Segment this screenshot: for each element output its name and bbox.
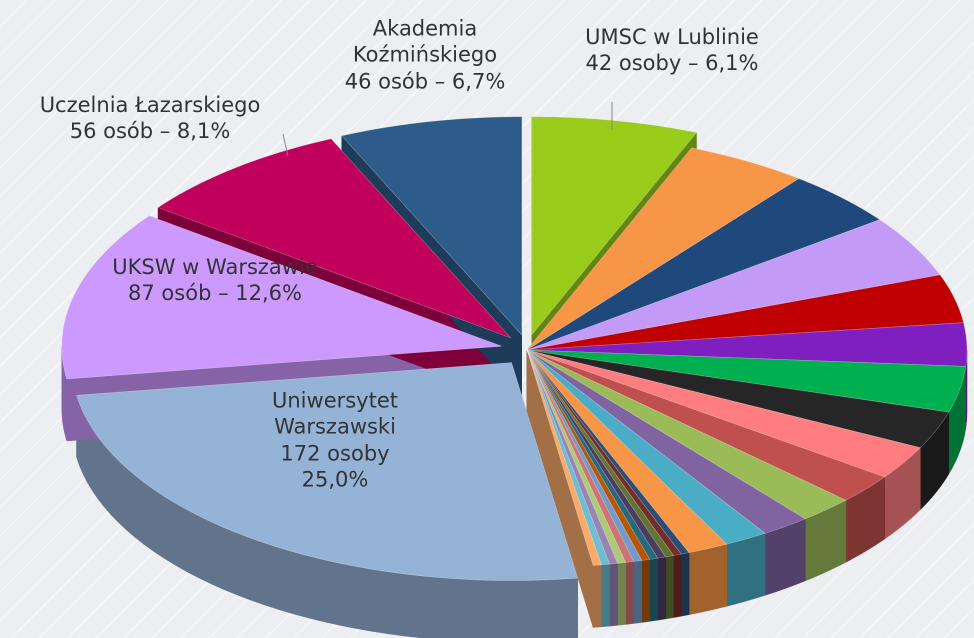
slice [157,138,511,339]
slice-label: UMSC w Lublinie 42 osoby – 6,1% [557,24,787,77]
slice [526,349,635,563]
slice [526,349,643,562]
slice-side [657,556,666,621]
leader-line [282,133,289,157]
slice [526,349,886,501]
slice-value: 46 osób – 6,7% [344,69,506,94]
slice-side [61,346,68,442]
slice-value: 172 osoby 25,0% [280,441,390,492]
slice-side [625,561,634,625]
slice [76,362,579,581]
slice-side [609,563,618,627]
slice [526,349,610,566]
slice [526,349,659,560]
slice-value: 56 osób – 8,1% [69,119,231,143]
slice [526,349,766,545]
slice-side [680,552,690,617]
slice-label: Akademia Koźmińskiego 46 osób – 6,7% [325,16,525,95]
slice-name: Akademia Koźmińskiego [352,16,498,67]
slice-side [633,560,643,624]
slice [526,349,627,564]
slice [526,349,967,413]
slice-side [641,559,651,623]
slice-side [601,563,610,628]
slice-side [592,564,602,628]
slice [526,349,690,555]
slice-name: UKSW w Warszawie [112,254,318,279]
slice [526,349,674,558]
slice-name: Uczelnia Łazarskiego [39,92,261,117]
slice-side [649,557,658,622]
slice [526,349,619,565]
slice-label: Uczelnia Łazarskiego 56 osób – 8,1% [15,92,285,145]
slice [526,349,667,559]
slice [526,349,847,520]
slice [341,116,522,336]
slice [526,349,950,449]
slice-label: UKSW w Warszawie 87 osób – 12,6% [85,254,345,307]
slice-name: UMSC w Lublinie [585,24,759,49]
slice [526,349,806,534]
slice [526,349,651,561]
slice [526,349,728,554]
slice-name: Uniwersytet Warszawski [272,388,398,439]
slice [526,178,881,351]
slice-side [673,553,682,618]
slice-value: 42 osoby – 6,1% [585,51,759,75]
slice [526,349,682,556]
slice-side [617,562,626,626]
slice [61,215,502,380]
slice [526,322,968,367]
slice [526,219,941,351]
slice-side [665,555,674,620]
slice-label: Uniwersytet Warszawski 172 osoby 25,0% [245,388,425,493]
slice [526,274,964,351]
slice-side [688,543,728,615]
slice [526,147,800,351]
slice [526,349,602,566]
slice-value: 87 osób – 12,6% [128,281,302,305]
slice [531,116,698,336]
slice [526,349,921,478]
slice-side [726,532,766,607]
